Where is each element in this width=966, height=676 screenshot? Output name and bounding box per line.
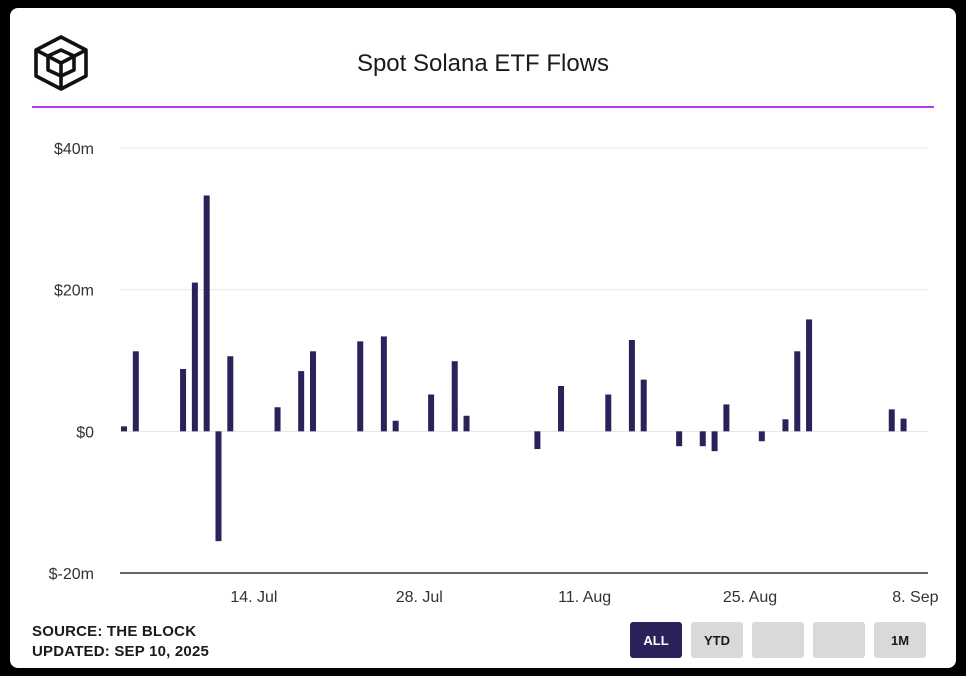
y-tick-label: $0 — [76, 424, 94, 441]
chart-card: Spot Solana ETF Flows $-20m $0 $20m $40m 14.… — [10, 8, 956, 668]
range-button-all[interactable]: ALL — [630, 622, 682, 658]
range-button-blank-2[interactable] — [752, 622, 804, 658]
flow-bar — [121, 426, 127, 432]
source-label: SOURCE: THE BLOCK — [32, 623, 197, 640]
flow-bar — [392, 420, 399, 432]
flow-bar — [132, 351, 139, 432]
flow-bar — [534, 431, 541, 450]
flow-bar — [628, 339, 635, 432]
flow-bar — [699, 431, 706, 447]
the-block-cube-logo-icon — [34, 35, 88, 91]
flow-bar — [227, 356, 234, 432]
range-button-1m[interactable]: 1M — [874, 622, 926, 658]
flow-bar — [463, 415, 470, 432]
y-tick-label: $40m — [54, 141, 94, 158]
flow-bar — [794, 351, 801, 432]
flow-bar — [203, 195, 210, 432]
range-button-blank-3[interactable] — [813, 622, 865, 658]
flow-bar — [676, 431, 683, 447]
x-tick-label: 11. Aug — [558, 589, 611, 606]
flow-bar — [380, 336, 387, 432]
y-tick-label: $20m — [54, 283, 94, 300]
x-tick-label: 28. Jul — [396, 589, 443, 606]
flow-bar — [711, 431, 718, 452]
flow-bar — [900, 418, 907, 432]
flow-bar — [758, 431, 765, 442]
range-button-ytd[interactable]: YTD — [691, 622, 743, 658]
flow-bar — [558, 386, 565, 432]
flow-bar — [309, 351, 316, 432]
flow-bar — [191, 282, 198, 432]
x-tick-label: 25. Aug — [723, 589, 777, 606]
updated-label: UPDATED: SEP 10, 2025 — [32, 643, 210, 660]
flow-bar — [723, 404, 730, 432]
flow-bar — [806, 319, 813, 432]
flow-bar — [451, 361, 458, 432]
x-tick-label: 14. Jul — [230, 589, 277, 606]
y-tick-label: $-20m — [49, 566, 94, 583]
flow-bar — [605, 394, 612, 432]
flow-bar — [274, 407, 281, 432]
header-accent-rule — [32, 106, 934, 108]
flow-bar — [357, 341, 364, 432]
flow-bar — [428, 394, 435, 432]
flow-bar — [180, 369, 187, 432]
flow-bar — [888, 409, 895, 432]
x-tick-label: 8. Sep — [892, 589, 938, 606]
flow-bar — [640, 379, 647, 432]
source-note: SOURCE: THE BLOCK UPDATED: SEP 10, 2025 — [32, 622, 209, 662]
chart-title: Spot Solana ETF Flows — [356, 50, 610, 77]
flow-bar — [298, 371, 305, 432]
flow-bar — [215, 431, 222, 542]
flow-bar — [782, 419, 789, 432]
bar-chart: $-20m $0 $20m $40m 14. Jul 28. Jul 11. Aug 25. … — [49, 141, 939, 606]
